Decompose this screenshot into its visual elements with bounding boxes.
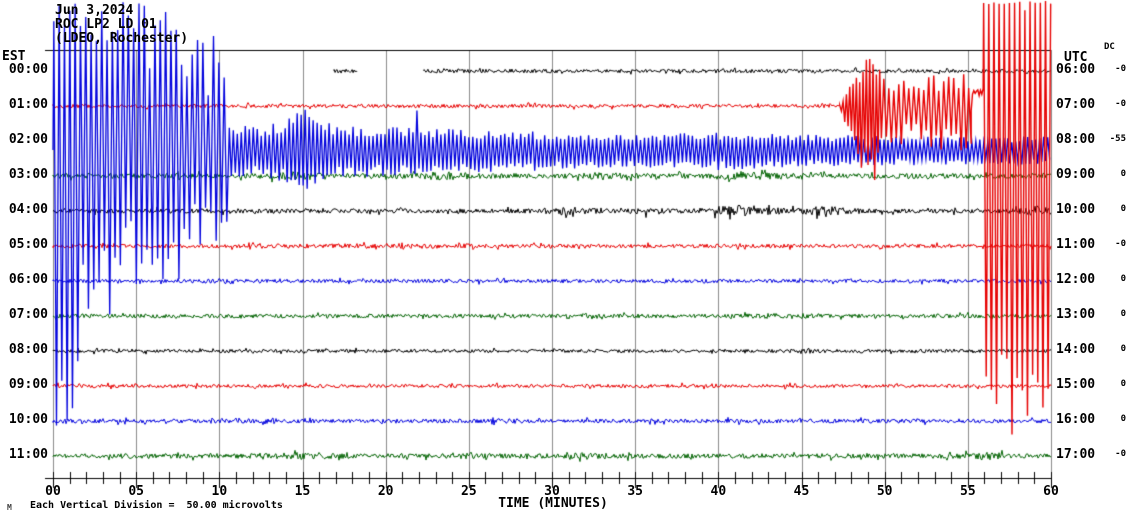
left-time-label: 05:00 bbox=[8, 237, 48, 252]
header-date: Jun 3,2024 bbox=[55, 3, 134, 18]
dc-value: 0 bbox=[1120, 274, 1126, 284]
dc-value: 0 bbox=[1120, 344, 1126, 354]
x-tick-label: 10 bbox=[211, 484, 228, 499]
left-time-label: 03:00 bbox=[8, 167, 48, 182]
x-tick-label: 20 bbox=[377, 484, 394, 499]
right-time-label: 17:00 bbox=[1056, 447, 1096, 462]
scale-note: Each Vertical Division = 50.00 microvolt… bbox=[30, 500, 283, 511]
left-time-label: 11:00 bbox=[8, 447, 48, 462]
dc-value: 0 bbox=[1120, 414, 1126, 424]
x-tick-label: 55 bbox=[960, 484, 976, 499]
x-tick-label: 15 bbox=[294, 484, 311, 499]
right-time-label: 15:00 bbox=[1056, 377, 1096, 392]
x-axis-title: TIME (MINUTES) bbox=[498, 496, 608, 511]
right-time-label: 08:00 bbox=[1056, 132, 1096, 147]
x-tick-label: 00 bbox=[45, 484, 61, 499]
dc-value: -0 bbox=[1115, 99, 1126, 109]
left-time-label: 06:00 bbox=[8, 272, 48, 287]
dc-value: -0 bbox=[1115, 239, 1126, 249]
left-time-label: 04:00 bbox=[8, 202, 48, 217]
right-axis-title: UTC bbox=[1064, 50, 1088, 65]
left-axis-title: EST bbox=[2, 49, 26, 64]
x-tick-label: 05 bbox=[128, 484, 144, 499]
x-tick-label: 45 bbox=[793, 484, 810, 499]
x-tick-label: 50 bbox=[876, 484, 893, 499]
left-time-label: 02:00 bbox=[8, 132, 48, 147]
right-time-label: 09:00 bbox=[1056, 167, 1096, 182]
right-time-label: 13:00 bbox=[1056, 307, 1096, 322]
dc-value: 0 bbox=[1120, 379, 1126, 389]
right-time-label: 16:00 bbox=[1056, 412, 1096, 427]
left-time-label: 09:00 bbox=[8, 377, 48, 392]
header-network: (LDEO, Rochester) bbox=[55, 31, 189, 46]
x-tick-label: 35 bbox=[627, 484, 643, 499]
dc-value: 0 bbox=[1120, 309, 1126, 319]
right-time-label: 07:00 bbox=[1056, 97, 1096, 112]
right-time-label: 14:00 bbox=[1056, 342, 1096, 357]
dc-value: -55 bbox=[1109, 134, 1126, 144]
left-time-label: 10:00 bbox=[8, 412, 48, 427]
x-tick-label: 60 bbox=[1043, 484, 1059, 499]
left-time-label: 07:00 bbox=[8, 307, 48, 322]
right-time-label: 10:00 bbox=[1056, 202, 1096, 217]
right-time-label: 12:00 bbox=[1056, 272, 1096, 287]
dc-value: 0 bbox=[1120, 204, 1126, 214]
left-time-label: 08:00 bbox=[8, 342, 48, 357]
dc-value: -0 bbox=[1115, 64, 1126, 74]
x-tick-label: 30 bbox=[544, 484, 560, 499]
left-time-label: 00:00 bbox=[8, 62, 48, 77]
dc-column-title: DC bbox=[1104, 42, 1115, 52]
x-tick-label: 25 bbox=[461, 484, 477, 499]
dc-value: 0 bbox=[1120, 169, 1126, 179]
watermark-m: M bbox=[7, 503, 12, 512]
right-time-label: 11:00 bbox=[1056, 237, 1096, 252]
right-time-label: 06:00 bbox=[1056, 62, 1096, 77]
x-tick-label: 40 bbox=[710, 484, 727, 499]
dc-value: -0 bbox=[1115, 449, 1126, 459]
header-station: ROC LP2 LD 01 bbox=[55, 17, 157, 32]
left-time-label: 01:00 bbox=[8, 97, 48, 112]
